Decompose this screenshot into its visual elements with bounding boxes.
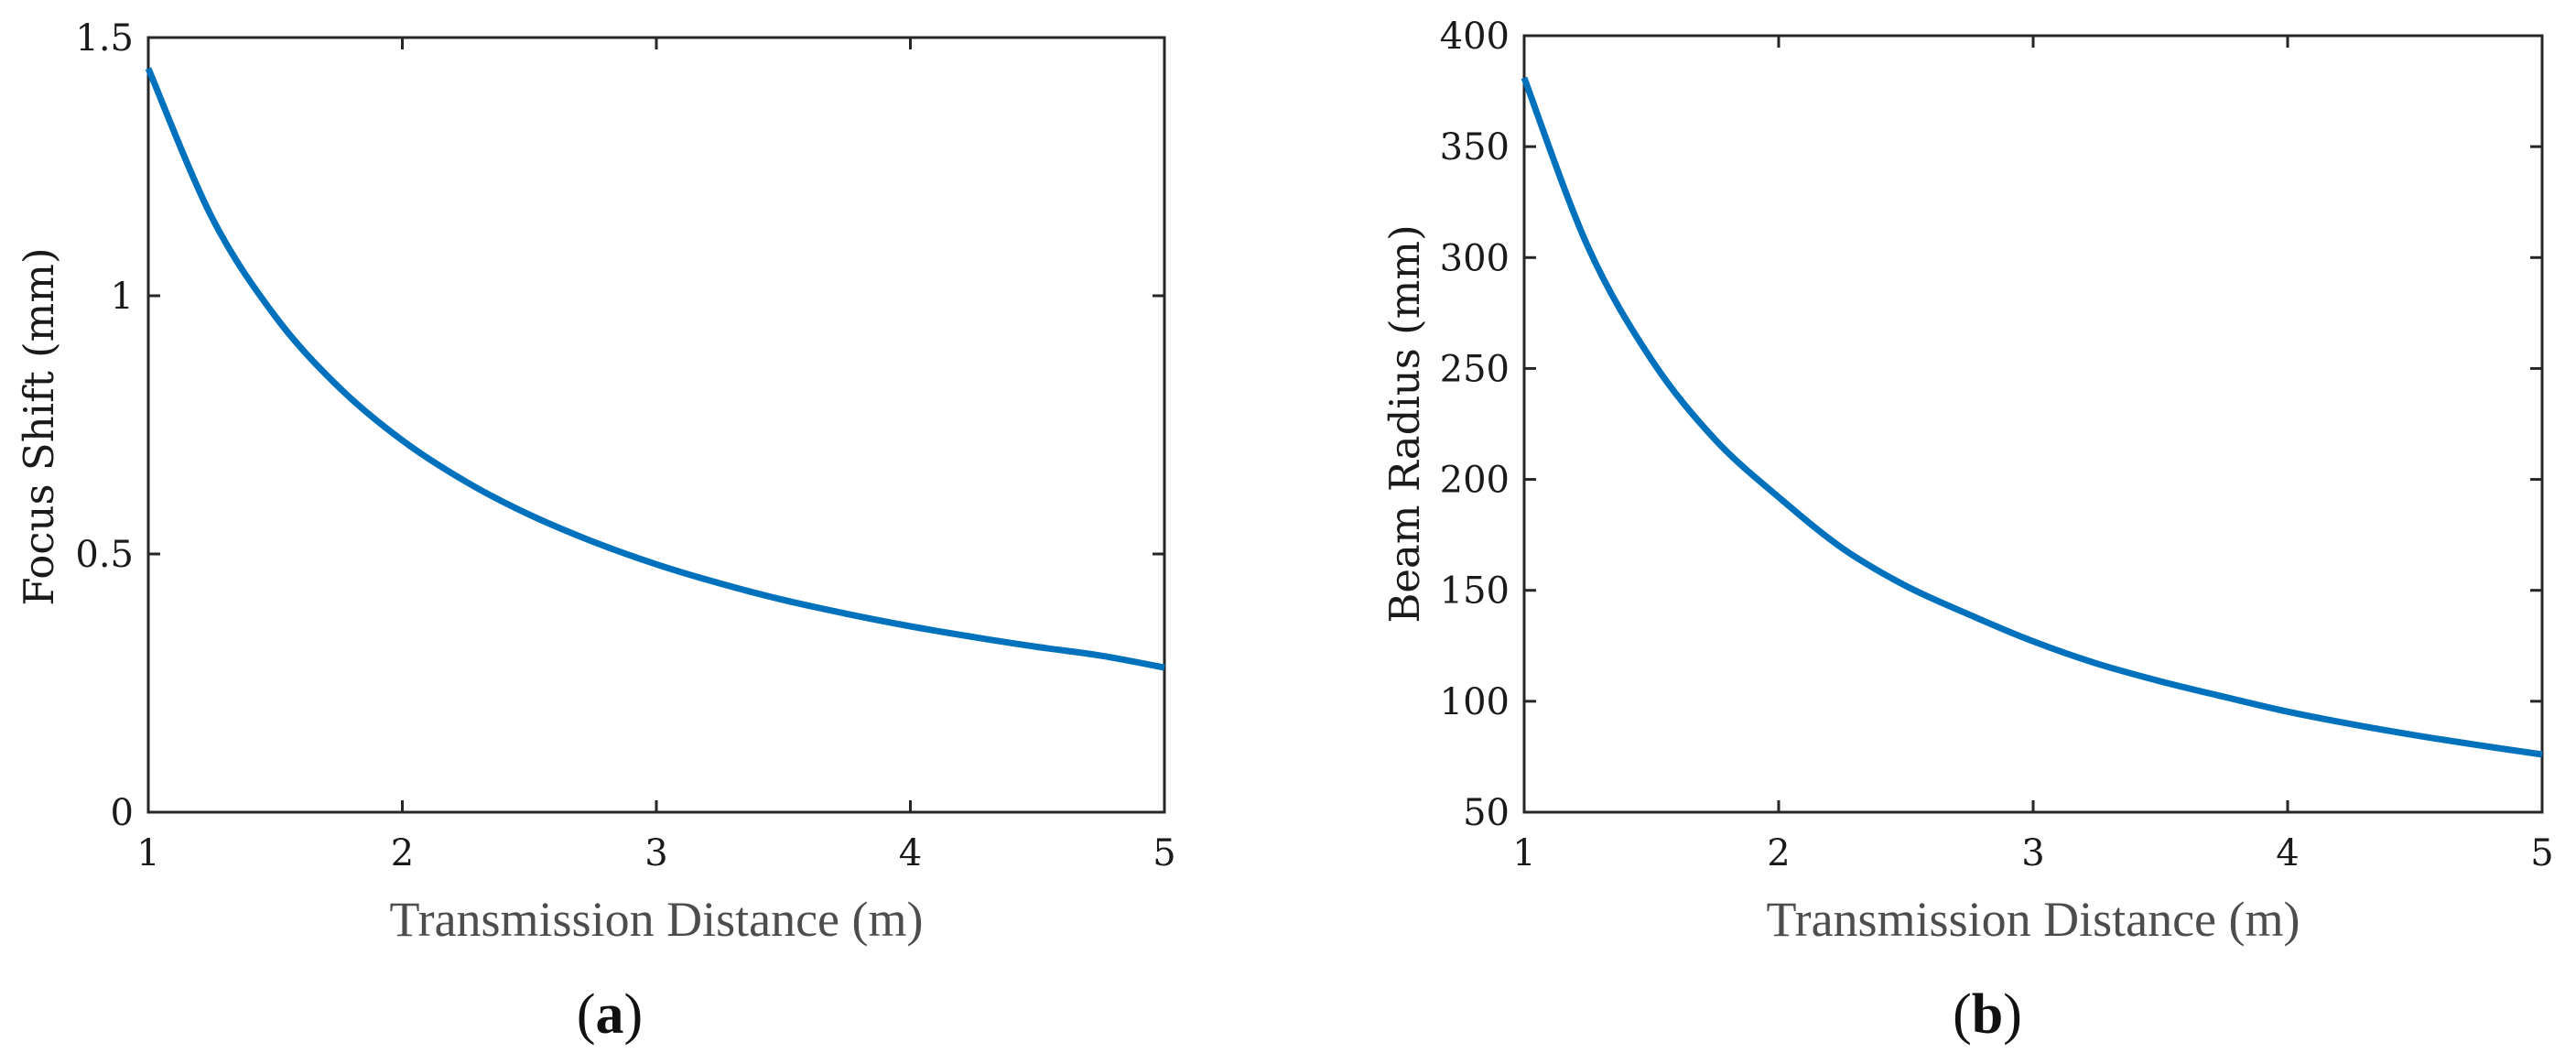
x-axis-label: Transmission Distance (m) xyxy=(390,892,924,947)
x-tick-label: 3 xyxy=(2021,832,2044,874)
caption-close-paren: ) xyxy=(2003,983,2022,1046)
y-axis-label: Beam Radius (mm) xyxy=(1380,224,1429,623)
y-tick-label: 1 xyxy=(111,276,134,318)
x-tick-label: 3 xyxy=(644,832,667,874)
y-tick-label: 1.5 xyxy=(75,17,134,60)
y-tick-label: 0.5 xyxy=(75,534,134,576)
caption-open-paren: ( xyxy=(577,983,596,1046)
data-series-line xyxy=(1521,76,2543,758)
y-tick-label: 0 xyxy=(111,792,134,834)
caption-letter: a xyxy=(596,983,624,1046)
x-tick-label: 2 xyxy=(1767,832,1790,874)
y-tick-label: 350 xyxy=(1440,126,1510,168)
axes-frame xyxy=(1522,34,2544,814)
panel-caption: (b) xyxy=(1953,983,2022,1046)
plot-area: 1 2 3 4 5 0 0.5 1 1.5 xyxy=(75,17,1175,874)
y-tick-label: 250 xyxy=(1440,348,1510,390)
caption-close-paren: ) xyxy=(624,983,644,1046)
y-tick-label: 150 xyxy=(1440,570,1510,613)
x-tick-label: 5 xyxy=(1153,832,1175,874)
caption-letter: b xyxy=(1972,983,2003,1046)
caption-open-paren: ( xyxy=(1953,983,1972,1046)
x-tick-label: 2 xyxy=(391,832,414,874)
data-series-line xyxy=(145,67,1165,671)
focus-shift-chart: 1 2 3 4 5 0 0.5 1 1.5 Focus Shift (mm) Transmiss… xyxy=(15,17,1176,1046)
x-tick-label: 1 xyxy=(136,832,159,874)
panel-a: 1 2 3 4 5 0 0.5 1 1.5 Focus Shift (mm) Transmiss… xyxy=(15,17,1176,1046)
y-tick-label: 400 xyxy=(1440,16,1510,58)
y-tick-label: 300 xyxy=(1440,237,1510,279)
x-axis-label: Transmission Distance (m) xyxy=(1767,892,2300,947)
y-axis-label: Focus Shift (mm) xyxy=(15,247,63,605)
x-tick-label: 4 xyxy=(2276,832,2299,874)
x-tick-label: 5 xyxy=(2530,832,2553,874)
x-tick-label: 4 xyxy=(899,832,922,874)
panel-caption: (a) xyxy=(577,983,643,1046)
x-tick-label: 1 xyxy=(1512,832,1535,874)
y-tick-label: 200 xyxy=(1440,460,1510,502)
plot-area: 1 2 3 4 5 50 100 150 200 250 300 350 400 xyxy=(1440,16,2554,874)
y-tick-label: 50 xyxy=(1463,792,1510,834)
y-tick-label: 100 xyxy=(1440,681,1510,723)
